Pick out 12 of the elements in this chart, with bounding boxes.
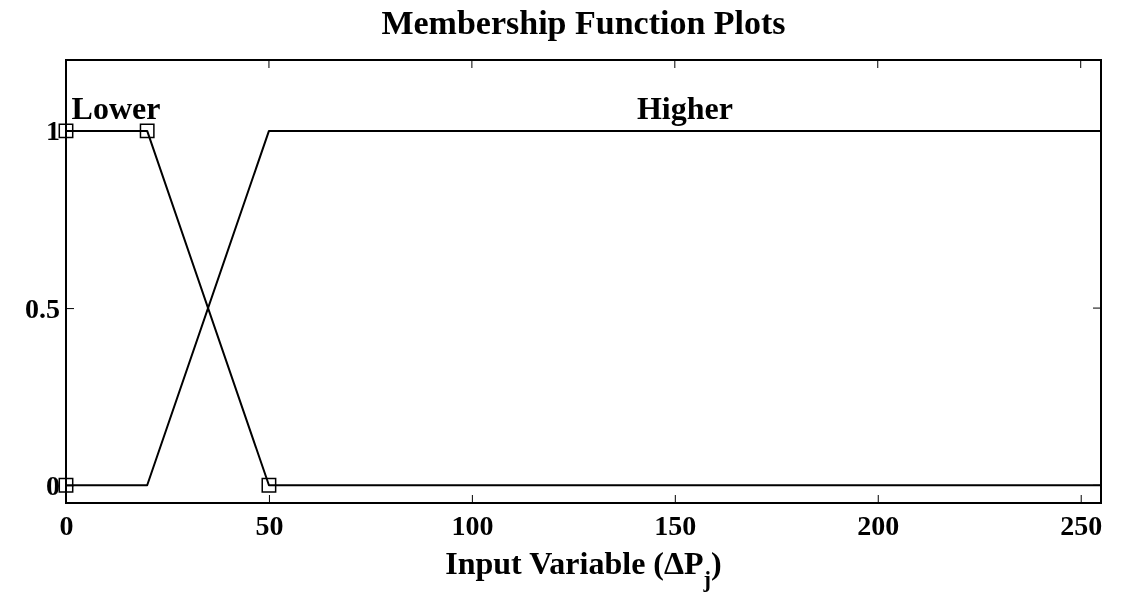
x-axis-title: Input Variable (ΔP$_{j}$) [445,545,722,592]
series-label: Lower [71,89,161,126]
chart-title: Membership Function Plots [381,4,786,41]
x-tick-label: 100 [451,509,494,541]
x-tick-label: 50 [255,509,284,541]
legend-label: Higher [636,89,733,126]
y-tick-label: 1 [46,115,60,147]
x-tick-label: 250 [1060,509,1103,541]
x-tick-label: 200 [857,509,900,541]
y-tick-label: 0.5 [25,292,60,324]
y-tick-label: 0 [46,469,60,501]
x-tick-label: 150 [654,509,697,541]
